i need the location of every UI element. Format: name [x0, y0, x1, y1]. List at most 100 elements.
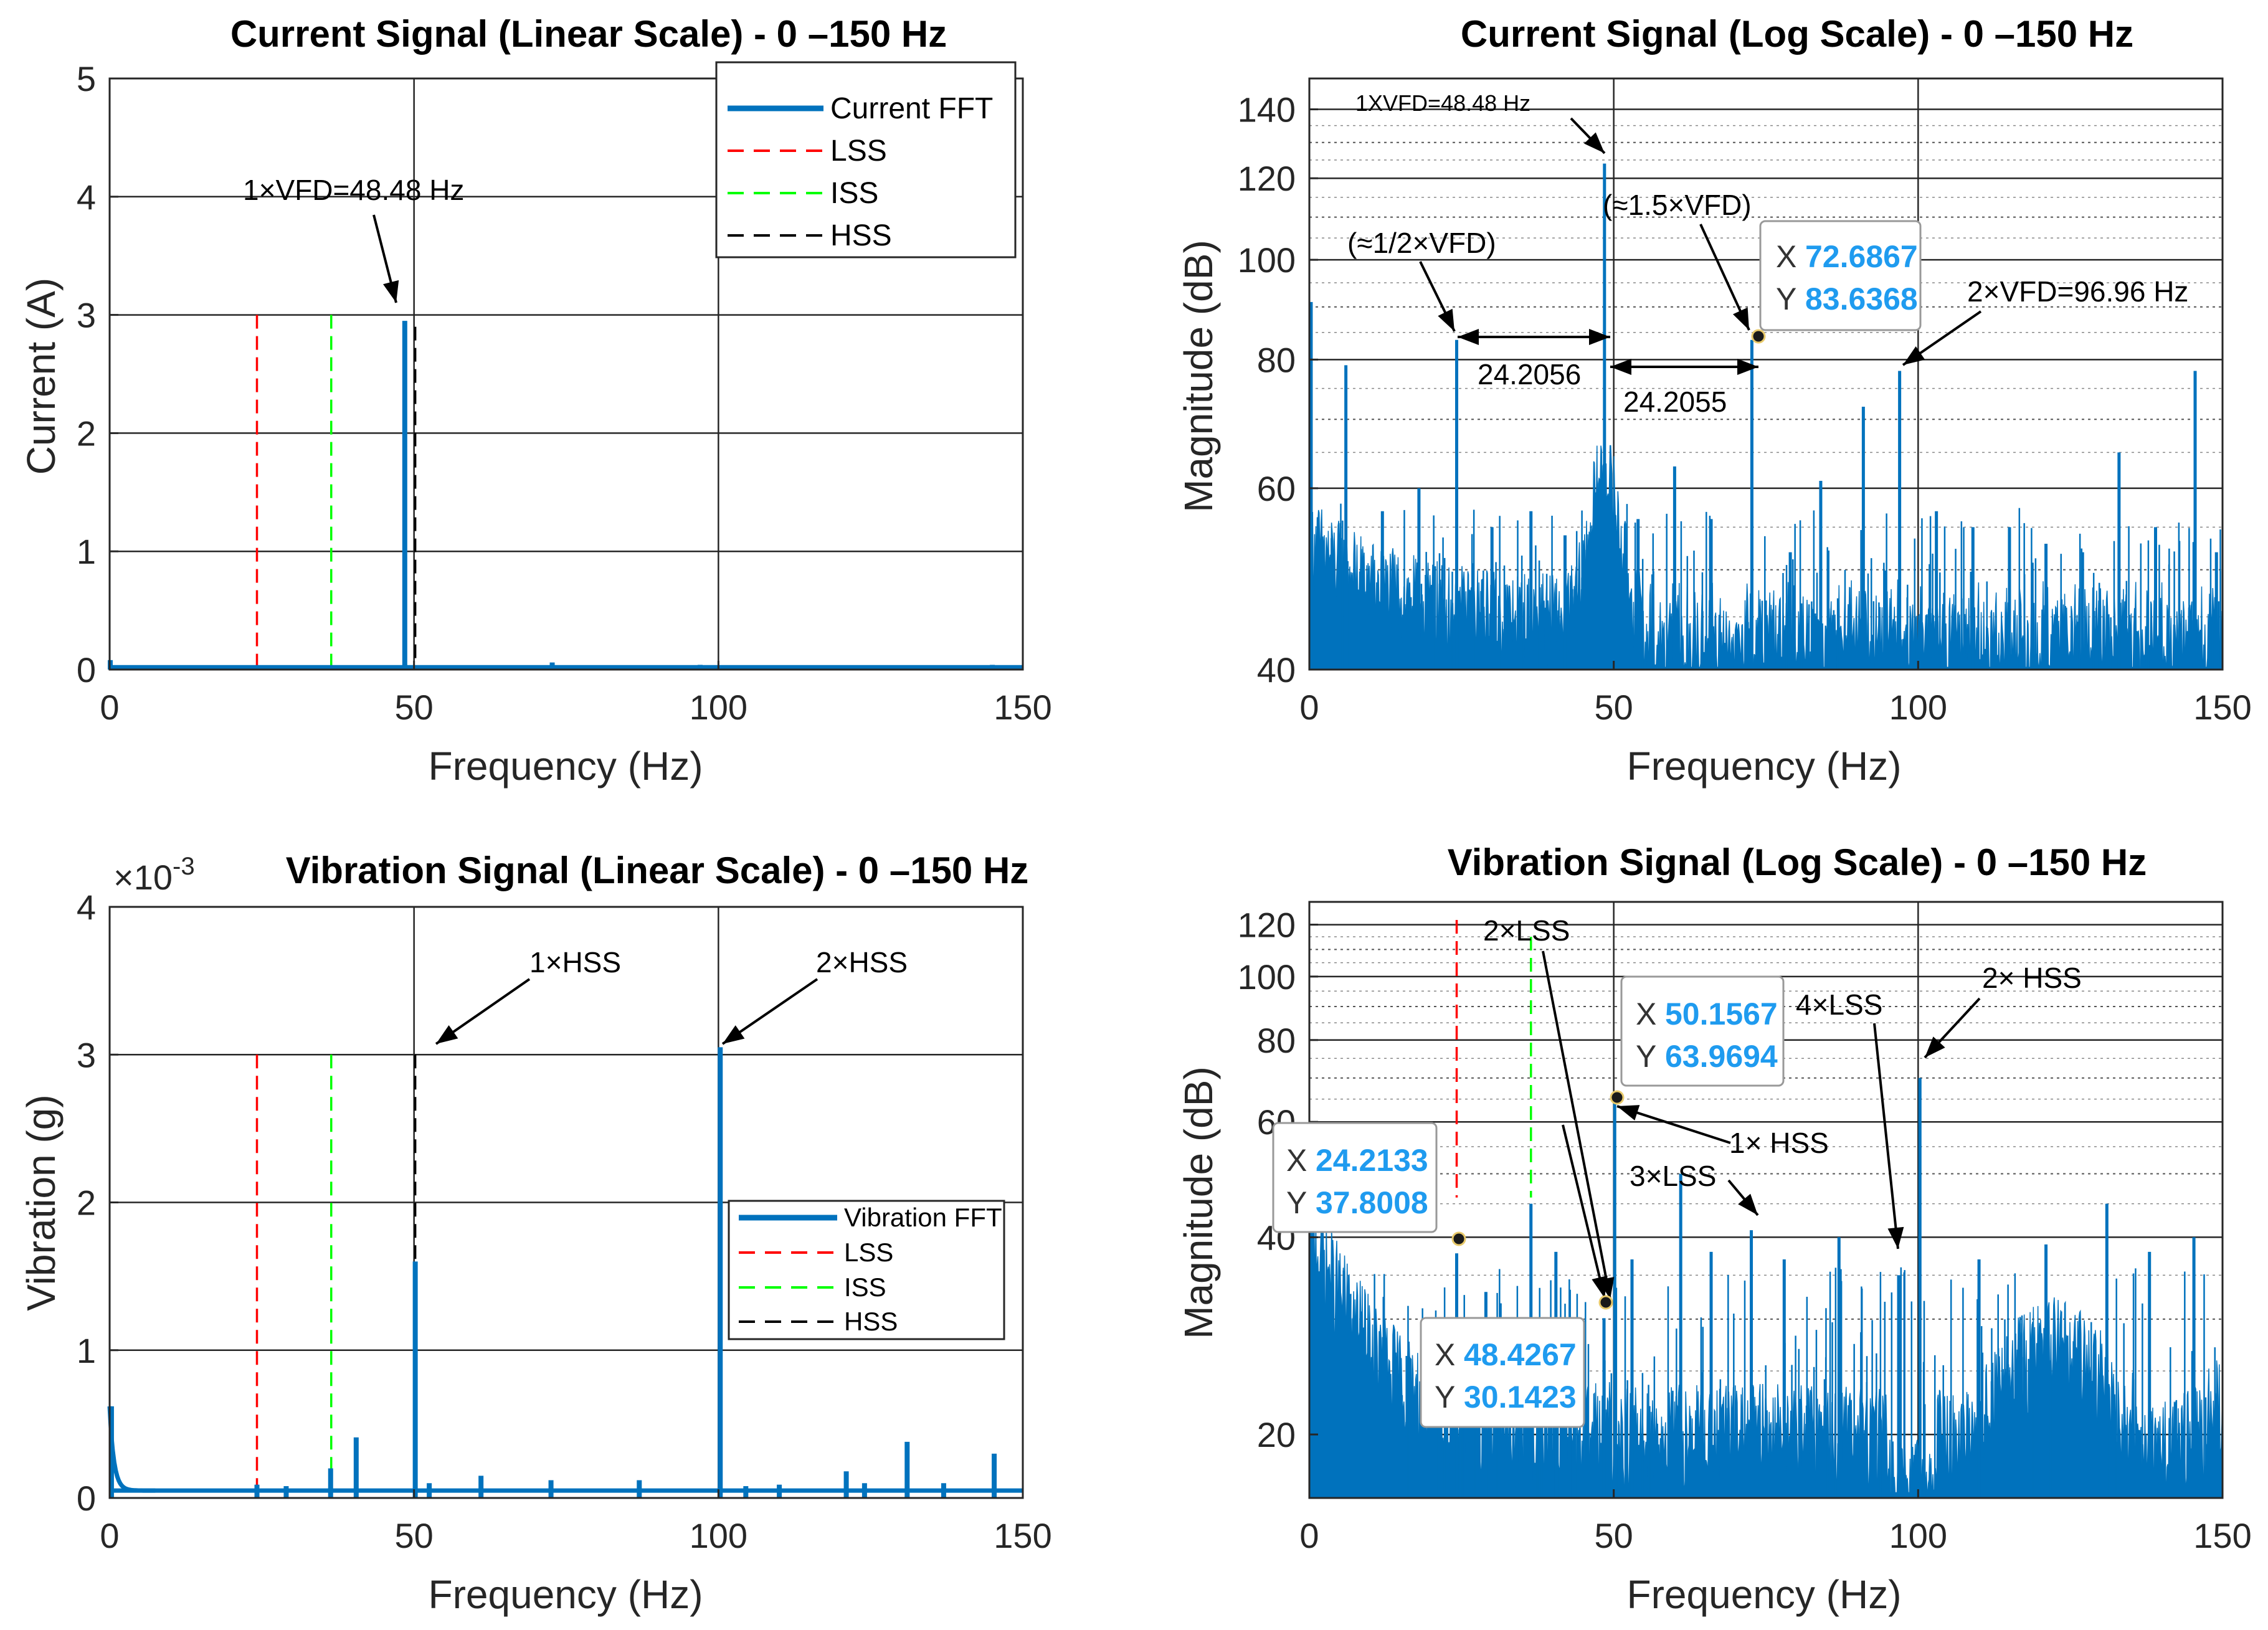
y-tick-label: 120	[1238, 906, 1296, 945]
datatip-y-value: 63.9694	[1665, 1039, 1778, 1074]
arrow-2xlss-secondary	[1562, 1124, 1608, 1299]
x-tick-label: 100	[690, 1516, 747, 1555]
arrow-head	[1737, 359, 1758, 375]
arrow-shaft	[1562, 1124, 1606, 1299]
arrow-head	[1738, 1193, 1758, 1215]
y-tick-label: 40	[1257, 650, 1296, 689]
y-tick-label: 4	[77, 178, 96, 217]
legend-label-hss: HSS	[844, 1307, 898, 1336]
arrow-2xhss	[721, 978, 818, 1045]
datatip-marker	[1610, 1090, 1625, 1105]
x-tick-label: 0	[100, 688, 119, 727]
legend-label-iss: ISS	[844, 1272, 886, 1302]
datatip[interactable]: X 50.1567 Y 63.9694	[1620, 975, 1785, 1087]
arrow-head	[1458, 329, 1479, 345]
arrow-head	[1925, 1036, 1945, 1058]
arrow-2xvfd	[1902, 310, 1982, 366]
x-tick-label: 150	[2193, 688, 2251, 727]
y-tick-label: 140	[1238, 90, 1296, 130]
datatip[interactable]: X 48.4267 Y 30.1423	[1420, 1317, 1585, 1428]
annotation-2xhss: 2× HSS	[1982, 962, 2082, 994]
datatip-marker	[1751, 329, 1766, 344]
arrow-head	[723, 1025, 745, 1044]
y-tick-label: 5	[77, 59, 96, 98]
datatip-x-label: X	[1286, 1143, 1307, 1178]
arrow-2xhss	[1924, 997, 1981, 1059]
datatip-box	[1759, 220, 1922, 331]
arrow-head	[436, 1025, 458, 1044]
y-tick-label: 2	[77, 414, 96, 453]
datatip-x-label: X	[1435, 1337, 1455, 1372]
x-tick-label: 150	[994, 1516, 1051, 1555]
x-tick-label: 100	[1889, 688, 1947, 727]
annotation-1xhss: 1×HSS	[529, 946, 621, 978]
y-tick-label: 100	[1238, 957, 1296, 997]
y-tick-label: 4	[77, 888, 96, 927]
x-axis-label: Frequency (Hz)	[429, 1572, 703, 1617]
arrow-4xlss	[1873, 1023, 1904, 1249]
datatip-box	[1272, 1122, 1438, 1233]
datatip-marker	[1451, 1231, 1466, 1246]
plot-layer: 0 50 100 150 40 60 80 100 120 140	[1238, 77, 2252, 727]
datatip-x-label: X	[1636, 997, 1656, 1031]
legend-label-current-fft: Current FFT	[830, 92, 993, 125]
y-axis-label: Magnitude (dB)	[1176, 240, 1221, 513]
arrow-half-vfd	[1419, 261, 1456, 332]
datatip-y-value: 37.8008	[1316, 1185, 1428, 1220]
arrow-dim-right-a	[1610, 359, 1680, 375]
ticks: 0 50 100 150 0 1 2 3 4 5	[77, 59, 1052, 727]
datatip-x-value: 50.1567	[1665, 997, 1778, 1031]
data-series	[1309, 163, 2223, 670]
y-tick-label: 120	[1238, 159, 1296, 198]
arrow-shaft	[1873, 1023, 1899, 1249]
legend-frame	[715, 61, 1017, 258]
arrow-dim-left-b	[1537, 329, 1610, 345]
vibration-log-panel: Vibration Signal (Log Scale) - 0 –150 Hz…	[1176, 841, 2147, 1617]
y-tick-label: 80	[1257, 1021, 1296, 1060]
legend-label-lss: LSS	[844, 1238, 893, 1267]
x-tick-label: 50	[395, 688, 434, 727]
datatip-box	[1620, 975, 1785, 1087]
datatip[interactable]: X 24.2133 Y 37.8008	[1272, 1122, 1438, 1233]
arrow-1xvfd	[372, 214, 399, 303]
axes-box	[1308, 77, 2224, 671]
x-tick-label: 100	[1889, 1516, 1947, 1555]
y-axis-label: Magnitude (dB)	[1176, 1066, 1221, 1339]
y-axis-label: Current (A)	[19, 278, 64, 475]
legend-label-vibration-fft: Vibration FFT	[844, 1203, 1002, 1232]
datatip-x-value: 48.4267	[1464, 1337, 1577, 1372]
plot-area	[1309, 78, 2223, 670]
annotation-1xvfd: 1XVFD=48.48 Hz	[1355, 90, 1530, 116]
arrow-head	[1438, 308, 1454, 331]
exponent-label: ×10-3	[113, 853, 195, 897]
x-tick-label: 50	[1595, 688, 1633, 727]
y-tick-label: 3	[77, 296, 96, 335]
arrow-1xhss	[1616, 1105, 1731, 1144]
arrow-head	[1733, 307, 1749, 330]
datatip-y-label: Y	[1435, 1380, 1455, 1414]
ticks: 0 50 100 150 40 60 80 100 120 140	[1238, 90, 2252, 727]
legend-label-hss: HSS	[830, 219, 892, 252]
x-tick-label: 100	[690, 688, 747, 727]
y-tick-label: 2	[77, 1183, 96, 1223]
annotation-2xvfd: 2×VFD=96.96 Hz	[1967, 275, 2188, 308]
x-tick-label: 50	[1595, 1516, 1633, 1555]
arrow-head	[1584, 132, 1605, 153]
annotation-spacing-left: 24.2056	[1478, 358, 1581, 391]
legend-box	[728, 1200, 1005, 1340]
datatip-x-value: 24.2133	[1316, 1143, 1428, 1178]
datatip-x-label: X	[1776, 239, 1796, 274]
panel-title: Current Signal (Log Scale) - 0 –150 Hz	[1461, 13, 2133, 55]
datatip-y-label: Y	[1776, 282, 1796, 316]
y-tick-label: 100	[1238, 240, 1296, 280]
panel-title: Vibration Signal (Linear Scale) - 0 –150…	[286, 850, 1029, 891]
datatip[interactable]: X 72.6867 Y 83.6368	[1759, 220, 1922, 331]
annotation-1xvfd: 1×VFD=48.48 Hz	[243, 174, 464, 206]
legend-frame	[728, 1200, 1005, 1340]
annotation-spacing-right: 24.2055	[1623, 386, 1727, 418]
arrow-shaft	[1542, 950, 1611, 1300]
annotation-1-5-vfd: (≈1.5×VFD)	[1603, 189, 1752, 221]
arrow-3xlss	[1727, 1179, 1759, 1216]
legend: Vibration FFT LSS ISS HSS	[844, 1203, 1002, 1336]
